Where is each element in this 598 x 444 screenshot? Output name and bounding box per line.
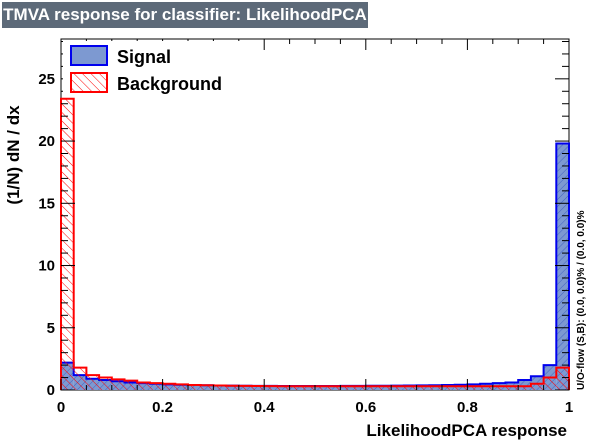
legend-swatch-background bbox=[70, 72, 108, 93]
signal-series bbox=[60, 142, 570, 390]
background-bar bbox=[327, 386, 341, 390]
background-bar bbox=[111, 379, 125, 390]
background-bar bbox=[251, 386, 265, 390]
x-tick-label: 1 bbox=[565, 399, 573, 416]
background-bar bbox=[73, 367, 87, 390]
background-bar bbox=[276, 386, 290, 390]
background-bar bbox=[454, 386, 468, 390]
background-bar bbox=[213, 385, 227, 390]
background-bar bbox=[302, 386, 315, 390]
y-tick-label: 25 bbox=[38, 71, 55, 88]
background-bar bbox=[137, 382, 150, 390]
background-bar bbox=[543, 377, 557, 390]
signal-outline bbox=[60, 142, 570, 390]
chart-title: TMVA response for classifier: Likelihood… bbox=[2, 2, 368, 28]
background-series bbox=[60, 97, 570, 390]
background-bar bbox=[492, 386, 506, 390]
y-axis: 0 5 10 15 20 25 bbox=[38, 40, 569, 399]
x-tick-label: 0.6 bbox=[355, 399, 376, 416]
y-tick-label: 0 bbox=[47, 382, 55, 399]
background-bar bbox=[480, 386, 493, 390]
signal-bar-hatch bbox=[556, 143, 569, 390]
background-bar bbox=[505, 386, 519, 390]
background-bar bbox=[238, 385, 252, 390]
background-bar bbox=[340, 386, 354, 390]
background-bar bbox=[416, 386, 430, 390]
background-bar bbox=[226, 385, 239, 390]
background-bar bbox=[200, 385, 214, 390]
background-bar bbox=[162, 383, 176, 390]
background-bar bbox=[378, 386, 392, 390]
background-bar bbox=[86, 375, 100, 390]
x-tick-label: 0.4 bbox=[254, 399, 276, 416]
legend-swatch-signal bbox=[70, 45, 108, 66]
background-bar bbox=[518, 386, 531, 390]
background-bar bbox=[391, 386, 404, 390]
legend-label-signal: Signal bbox=[117, 47, 171, 67]
signal-bar-hatch bbox=[518, 380, 531, 390]
background-bar bbox=[149, 383, 163, 390]
background-outline bbox=[60, 97, 570, 390]
background-bar bbox=[429, 386, 442, 390]
background-bar bbox=[353, 386, 366, 390]
background-bar bbox=[442, 386, 455, 390]
background-bar bbox=[124, 380, 138, 390]
x-tick-label: 0.8 bbox=[457, 399, 478, 416]
y-tick-label: 15 bbox=[38, 195, 55, 212]
background-bar bbox=[556, 367, 569, 390]
x-tick-label: 0.2 bbox=[152, 399, 173, 416]
background-bar bbox=[315, 386, 328, 390]
background-bar bbox=[467, 386, 481, 390]
x-tick-label: 0 bbox=[57, 399, 65, 416]
background-bar bbox=[403, 386, 417, 390]
y-tick-label: 5 bbox=[47, 320, 55, 337]
background-bar bbox=[530, 383, 544, 390]
background-bar bbox=[61, 98, 74, 390]
legend-label-background: Background bbox=[117, 74, 222, 94]
x-axis-label: LikelihoodPCA response bbox=[366, 421, 567, 440]
background-bar bbox=[175, 384, 188, 390]
y-tick-label: 20 bbox=[38, 133, 55, 150]
background-bar bbox=[99, 377, 112, 390]
background-bar bbox=[365, 386, 379, 390]
background-bar bbox=[188, 385, 201, 390]
background-bar bbox=[289, 386, 303, 390]
y-axis-label: (1/N) dN / dx bbox=[4, 105, 23, 205]
y-tick-label: 10 bbox=[38, 258, 55, 275]
overflow-note: U/O-flow (S,B): (0.0, 0.0)% / (0.0, 0.0)… bbox=[576, 210, 587, 390]
background-bar bbox=[264, 386, 277, 390]
legend: Signal Background bbox=[63, 41, 241, 97]
